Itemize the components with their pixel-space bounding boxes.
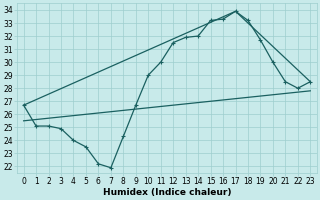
X-axis label: Humidex (Indice chaleur): Humidex (Indice chaleur) — [103, 188, 231, 197]
